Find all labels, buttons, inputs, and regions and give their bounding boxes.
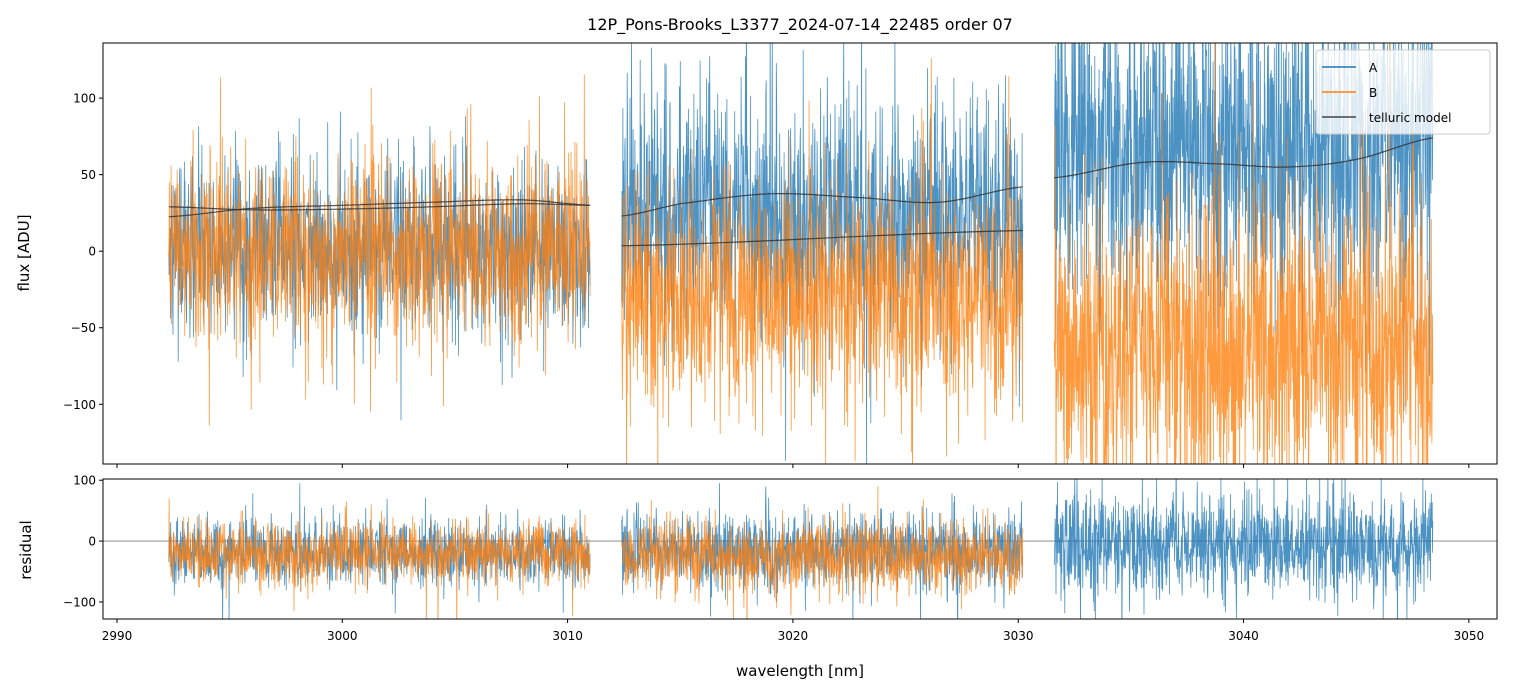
flux-series-a <box>621 43 1024 464</box>
x-tick-label: 3030 <box>1003 629 1034 643</box>
flux-y-tick-label: 0 <box>88 245 96 259</box>
flux-plot-area <box>168 43 1434 464</box>
residual-series-b <box>168 498 591 619</box>
legend-box <box>1315 49 1491 135</box>
flux-series-b <box>168 74 591 426</box>
flux-series-b <box>1053 43 1434 464</box>
residual-plot-area <box>103 479 1497 619</box>
legend-label-b: B <box>1369 86 1377 100</box>
legend: A B telluric model <box>1315 49 1491 135</box>
flux-y-tick-label: −100 <box>63 398 96 412</box>
x-tick-label: 3040 <box>1228 629 1259 643</box>
flux-axes-frame <box>102 42 1498 465</box>
telluric-model-a <box>1054 137 1433 179</box>
x-tick-label: 3000 <box>327 629 358 643</box>
flux-y-tick-label: 100 <box>73 92 96 106</box>
residual-y-tick-label: 100 <box>73 474 96 488</box>
x-tick-label: 3010 <box>552 629 583 643</box>
x-axis-label: wavelength [nm] <box>736 662 864 680</box>
telluric-model-a <box>621 186 1023 217</box>
flux-y-label: flux [ADU] <box>15 214 33 291</box>
flux-y-tick-label: −50 <box>71 321 96 335</box>
telluric-model-b <box>168 203 591 211</box>
flux-y-tick-label: 50 <box>81 168 96 182</box>
residual-series-a <box>1053 479 1434 619</box>
x-tick-label: 3050 <box>1454 629 1485 643</box>
x-tick-label: 3020 <box>778 629 809 643</box>
telluric-model-b <box>621 229 1023 247</box>
residual-y-label: residual <box>17 520 35 579</box>
x-tick-label: 2990 <box>102 629 133 643</box>
residual-series-b <box>621 486 1024 619</box>
legend-label-a: A <box>1369 61 1378 75</box>
legend-label-model: telluric model <box>1369 111 1451 125</box>
chart-title: 12P_Pons-Brooks_L3377_2024-07-14_22485 o… <box>587 15 1013 35</box>
residual-axes-frame <box>102 478 1498 620</box>
residual-y-tick-label: −100 <box>63 595 96 609</box>
flux-series-b <box>621 58 1024 464</box>
residual-y-tick-label: 0 <box>88 535 96 549</box>
